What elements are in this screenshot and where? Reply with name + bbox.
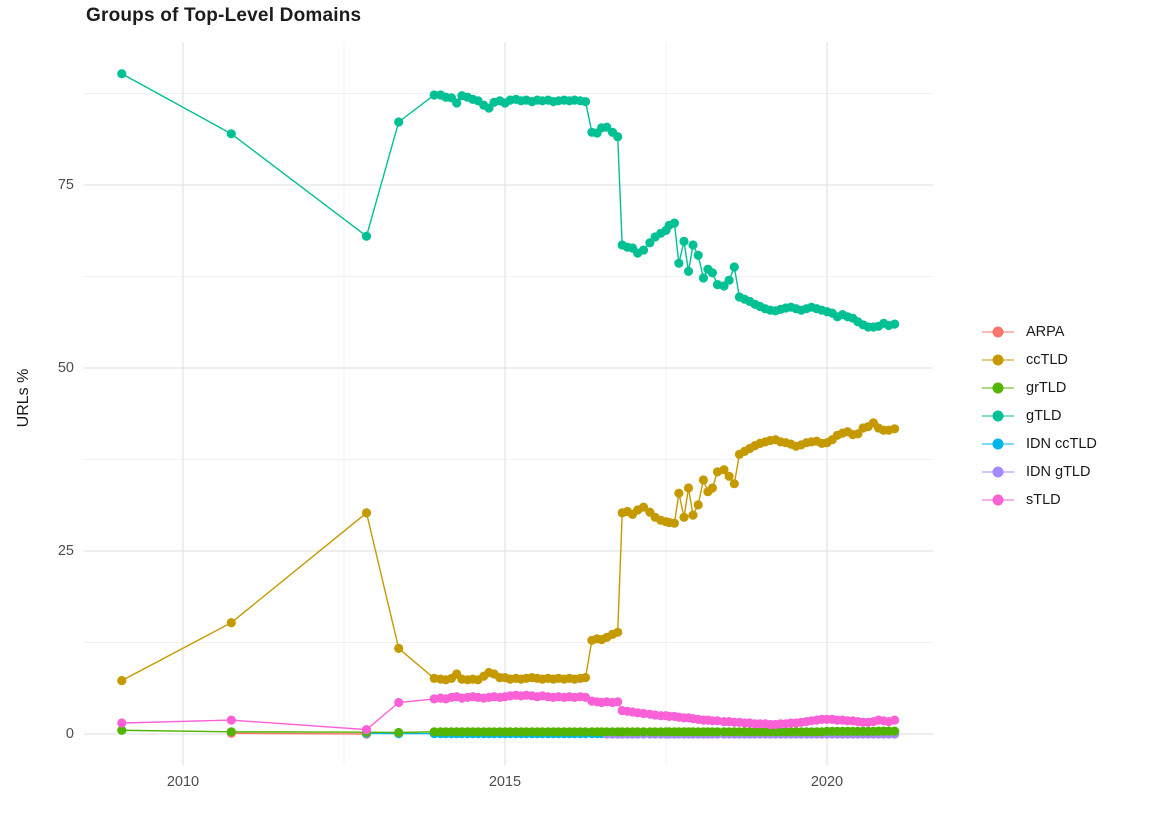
- series-point-gtld: [683, 266, 694, 276]
- series-point-cctld: [890, 424, 900, 434]
- series-point-cctld: [394, 643, 404, 654]
- series-point-gtld: [724, 275, 734, 285]
- series-point-cctld: [729, 479, 739, 489]
- legend-key-idn-gtld-icon: [982, 466, 1014, 478]
- legend-label-gtld: gTLD: [1026, 408, 1062, 424]
- series-point-grtld: [890, 726, 900, 736]
- series-line-cctld: [121, 421, 895, 682]
- series-point-stld: [117, 718, 127, 728]
- series-point-grtld: [226, 727, 236, 737]
- series-point-gtld: [679, 236, 689, 246]
- legend-label-arpa: ARPA: [1026, 324, 1065, 340]
- x-tick-label-2020: 2020: [810, 774, 844, 790]
- series-point-stld: [890, 715, 900, 725]
- series-line-gtld: [121, 73, 895, 328]
- series-point-gtld: [613, 132, 623, 142]
- legend-label-idn-gtld: IDN gTLD: [1026, 464, 1091, 480]
- series-point-cctld: [683, 483, 694, 493]
- series-point-cctld: [693, 500, 703, 510]
- series-point-cctld: [679, 512, 689, 522]
- series-point-cctld: [226, 618, 236, 628]
- series-point-cctld: [698, 475, 709, 485]
- legend-item-idn-gtld: IDN gTLD: [982, 462, 1097, 482]
- series-point-grtld: [429, 727, 439, 737]
- series-point-gtld: [638, 245, 649, 255]
- legend-key-arpa-icon: [982, 326, 1014, 338]
- legend-key-idn-cctld-icon: [982, 438, 1014, 450]
- series-point-stld: [613, 697, 623, 707]
- series-point-cctld: [724, 471, 734, 481]
- series-point-gtld: [429, 90, 439, 100]
- legend-key-cctld-icon: [982, 354, 1014, 366]
- series-point-gtld: [394, 117, 404, 127]
- series-point-gtld: [669, 218, 680, 228]
- legend: ARPA ccTLD grTLD gTLD IDN ccTLD IDN gTLD…: [982, 322, 1097, 510]
- legend-key-gtld-icon: [982, 410, 1014, 422]
- series-point-cctld: [669, 518, 680, 528]
- legend-label-stld: sTLD: [1026, 492, 1061, 508]
- series-point-grtld: [712, 727, 723, 737]
- y-tick-label-25: 25: [57, 543, 74, 559]
- series-point-cctld: [853, 429, 863, 439]
- legend-item-gtld: gTLD: [982, 406, 1097, 426]
- series-point-gtld: [890, 319, 900, 329]
- y-tick-label-75: 75: [57, 177, 74, 193]
- series-point-cctld: [117, 676, 127, 686]
- series-point-gtld: [707, 268, 718, 278]
- series-point-cctld: [719, 465, 729, 475]
- series-point-stld: [361, 725, 372, 735]
- legend-item-cctld: ccTLD: [982, 350, 1097, 370]
- series-point-gtld: [693, 250, 703, 260]
- legend-key-stld-icon: [982, 494, 1014, 506]
- series-point-gtld: [452, 98, 462, 108]
- series-point-gtld: [226, 129, 236, 139]
- x-tick-label-2010: 2010: [166, 774, 200, 790]
- series-point-cctld: [361, 508, 372, 518]
- series-point-stld: [394, 697, 404, 708]
- series-point-gtld: [729, 262, 739, 272]
- series-point-stld: [226, 715, 236, 725]
- legend-label-cctld: ccTLD: [1026, 352, 1068, 368]
- series-point-gtld: [117, 69, 127, 79]
- series-point-cctld: [613, 627, 623, 637]
- series-point-cctld: [688, 510, 698, 520]
- series-point-grtld: [638, 727, 649, 737]
- legend-label-grtld: grTLD: [1026, 380, 1067, 396]
- series-point-cctld: [580, 673, 591, 683]
- chart-title: Groups of Top-Level Domains: [86, 5, 362, 26]
- y-tick-label-0: 0: [65, 726, 74, 742]
- series-point-gtld: [361, 231, 372, 241]
- legend-item-arpa: ARPA: [982, 322, 1097, 342]
- series-line-arpa: [231, 732, 367, 735]
- x-tick-label-2015: 2015: [488, 774, 522, 790]
- series-point-grtld: [117, 725, 127, 735]
- y-tick-label-50: 50: [57, 360, 74, 376]
- series-point-cctld: [707, 483, 718, 493]
- series-point-gtld: [580, 97, 591, 107]
- legend-item-stld: sTLD: [982, 490, 1097, 510]
- legend-item-idn-cctld: IDN ccTLD: [982, 434, 1097, 454]
- series-point-gtld: [688, 240, 698, 250]
- series-point-grtld: [580, 727, 591, 737]
- legend-label-idn-cctld: IDN ccTLD: [1026, 436, 1097, 452]
- series-point-cctld: [674, 488, 684, 498]
- series-point-gtld: [674, 258, 684, 268]
- series-point-gtld: [698, 273, 709, 283]
- series-point-grtld: [394, 727, 404, 738]
- series-point-cctld: [638, 502, 649, 512]
- legend-key-grtld-icon: [982, 382, 1014, 394]
- legend-item-grtld: grTLD: [982, 378, 1097, 398]
